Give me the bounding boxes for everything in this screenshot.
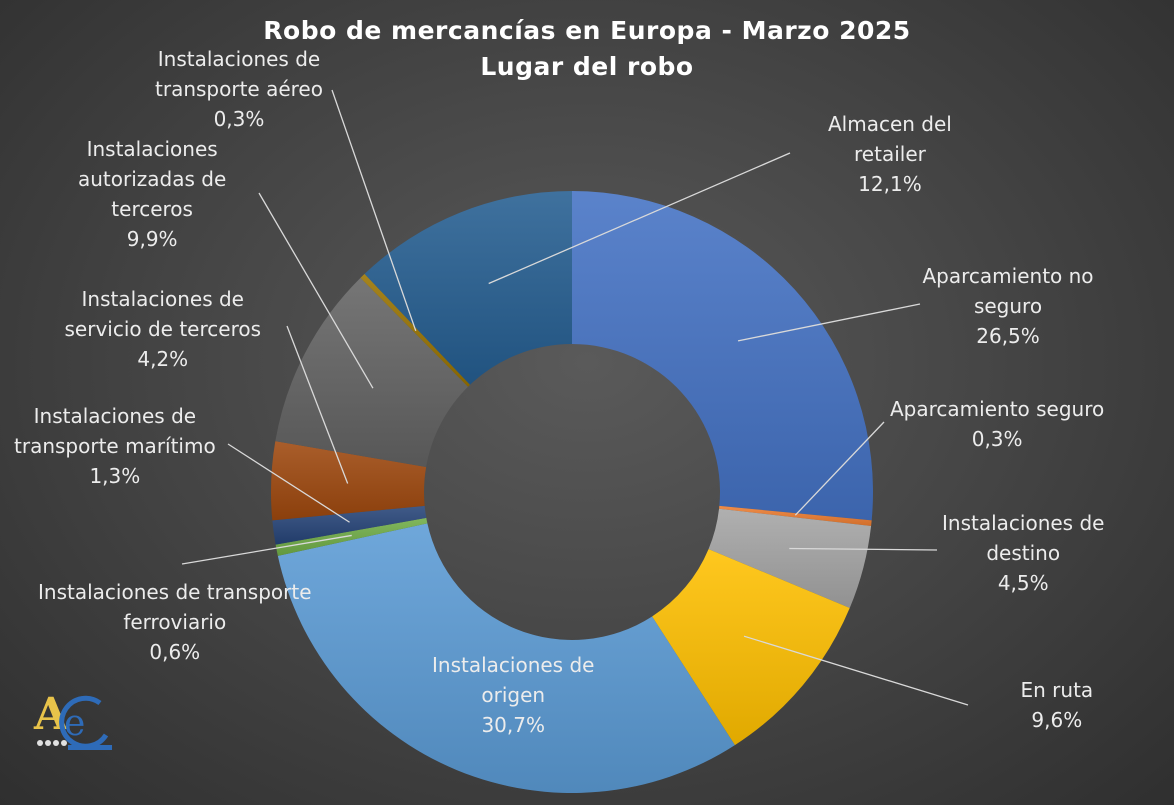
data-label-name: Aparcamiento no bbox=[922, 264, 1094, 288]
chart-title: Robo de mercancías en Europa - Marzo 202… bbox=[263, 16, 911, 45]
data-label-name: transporte aéreo bbox=[155, 77, 323, 101]
data-label-value: 0,6% bbox=[149, 640, 201, 664]
data-label: Instalaciones de transporte ferroviario 0,… bbox=[38, 577, 312, 667]
donut-slice-shade bbox=[364, 191, 572, 385]
data-label: Instalaciones autorizadas de terceros 9,9% bbox=[78, 134, 226, 254]
data-label-value: 0,3% bbox=[213, 107, 265, 131]
data-label-name: Instalaciones de bbox=[157, 47, 321, 71]
data-label-value: 9,9% bbox=[126, 227, 178, 251]
leader-line bbox=[743, 635, 969, 706]
donut-slice-shade bbox=[708, 508, 872, 609]
data-label: Instalaciones de destino 4,5% bbox=[942, 508, 1104, 598]
donut-slice-shade bbox=[272, 505, 427, 545]
leader-line bbox=[258, 192, 374, 389]
donut-slice-shade bbox=[277, 523, 735, 794]
leader-line bbox=[789, 547, 938, 551]
data-label-value: 30,7% bbox=[481, 713, 545, 737]
data-label-name: Instalaciones de transporte bbox=[38, 580, 312, 604]
data-label-name: autorizadas de bbox=[78, 167, 227, 191]
aec-logo-icon: A e bbox=[33, 689, 112, 750]
data-label-value: 4,5% bbox=[997, 571, 1049, 595]
data-label-name: destino bbox=[986, 541, 1061, 565]
data-label: Instalaciones de origen 30,7% bbox=[432, 650, 594, 740]
data-label-name: terceros bbox=[111, 197, 193, 221]
leader-line bbox=[488, 152, 791, 285]
data-label-name: origen bbox=[481, 683, 546, 707]
leader-line bbox=[737, 303, 921, 342]
donut-slice-shade bbox=[275, 517, 428, 556]
svg-text:e: e bbox=[64, 703, 85, 744]
data-label-name: Almacen del bbox=[828, 112, 952, 136]
data-label-value: 0,3% bbox=[971, 427, 1023, 451]
donut-slice-shade bbox=[270, 441, 427, 521]
data-label-value: 12,1% bbox=[858, 172, 922, 196]
data-label-name: Instalaciones de bbox=[81, 287, 244, 311]
data-label-value: 1,3% bbox=[89, 464, 141, 488]
data-label: En ruta 9,6% bbox=[1021, 675, 1094, 735]
data-label-name: En ruta bbox=[1020, 678, 1094, 702]
data-label: Instalaciones de transporte aéreo 0,3% bbox=[155, 44, 323, 134]
donut-slice-shade bbox=[719, 505, 872, 526]
data-label: Instalaciones de transporte marítimo 1,3% bbox=[14, 401, 216, 491]
data-label-name: Instalaciones de bbox=[432, 653, 595, 677]
leader-line bbox=[181, 534, 352, 565]
data-label-name: Instalaciones bbox=[86, 137, 218, 161]
data-label-name: ferroviario bbox=[123, 610, 227, 634]
data-label-name: Aparcamiento seguro bbox=[890, 397, 1105, 421]
data-label: Almacen del retailer 12,1% bbox=[828, 109, 952, 199]
data-label: Aparcamiento seguro 0,3% bbox=[890, 394, 1104, 454]
data-label-name: Instalaciones de bbox=[942, 511, 1105, 535]
data-label: Instalaciones de servicio de terceros 4,2% bbox=[65, 284, 262, 374]
data-label: Aparcamiento no seguro 26,5% bbox=[923, 261, 1094, 351]
leader-line bbox=[794, 421, 885, 516]
chart-subtitle: Lugar del robo bbox=[480, 52, 694, 81]
data-label-value: 26,5% bbox=[976, 324, 1040, 348]
data-label-value: 4,2% bbox=[137, 347, 189, 371]
data-label-name: Instalaciones de bbox=[33, 404, 197, 428]
leader-line bbox=[286, 325, 349, 484]
data-label-name: seguro bbox=[973, 294, 1043, 318]
donut-slice-shade bbox=[652, 549, 850, 746]
data-label-name: retailer bbox=[854, 142, 926, 166]
data-label-value: 9,6% bbox=[1031, 708, 1083, 732]
data-label-name: servicio de terceros bbox=[64, 317, 262, 341]
donut-slice-shade bbox=[572, 191, 873, 521]
leader-line bbox=[331, 89, 417, 331]
leader-line bbox=[227, 443, 350, 523]
data-label-name: transporte marítimo bbox=[14, 434, 216, 458]
